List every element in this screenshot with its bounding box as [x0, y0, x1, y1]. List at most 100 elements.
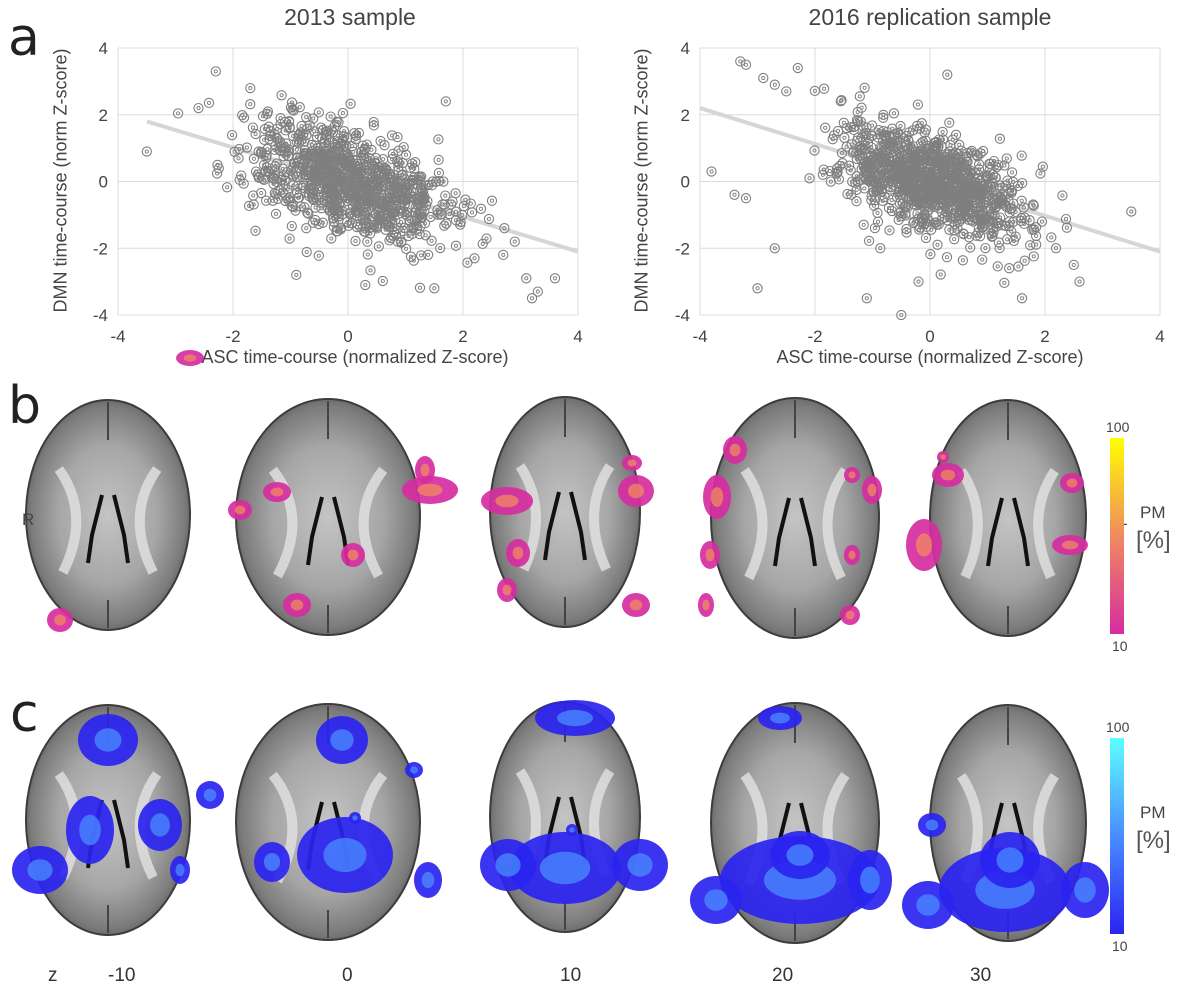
data-point	[396, 193, 408, 204]
data-point-center	[948, 143, 953, 148]
data-point	[243, 200, 255, 212]
data-point	[286, 97, 298, 108]
data-point	[258, 159, 270, 171]
data-point-center	[943, 178, 948, 183]
data-point	[962, 171, 973, 183]
activation-cluster-core	[234, 505, 246, 515]
data-point	[486, 195, 498, 206]
data-point	[419, 191, 430, 202]
data-point-center	[340, 111, 345, 116]
data-points	[141, 66, 561, 304]
data-point	[897, 153, 908, 164]
x-tick-label: 2	[1040, 327, 1049, 346]
data-point-center	[996, 163, 1001, 168]
data-point-center	[1038, 171, 1043, 176]
data-point-center	[927, 178, 933, 183]
data-point-center	[887, 228, 892, 233]
data-point-center	[858, 177, 863, 182]
data-point-center	[968, 245, 973, 250]
data-point-center	[265, 109, 270, 114]
data-point-center	[281, 154, 286, 159]
data-point	[846, 189, 857, 200]
data-point	[526, 293, 538, 304]
data-point-center	[857, 94, 862, 99]
data-point-center	[465, 260, 470, 265]
data-point-center	[353, 238, 358, 244]
data-point-center	[524, 276, 529, 281]
data-point-center	[870, 157, 875, 162]
data-point-center	[820, 172, 825, 177]
data-point-center	[289, 203, 294, 209]
data-point	[900, 185, 911, 196]
data-point	[450, 188, 461, 199]
data-point	[299, 202, 310, 213]
data-point-center	[317, 186, 322, 192]
data-point	[831, 163, 843, 174]
data-point-center	[316, 253, 321, 258]
data-point	[359, 149, 370, 160]
data-point-center	[365, 252, 370, 257]
data-point-center	[316, 110, 321, 115]
data-point	[376, 172, 388, 183]
data-point-center	[355, 214, 360, 219]
data-point	[987, 230, 998, 242]
data-point	[416, 171, 427, 182]
brain-slice-c-5	[902, 704, 1109, 942]
data-point-center	[436, 137, 441, 142]
data-point	[245, 99, 256, 110]
data-point	[410, 194, 421, 206]
data-point	[1024, 215, 1035, 226]
data-point	[466, 207, 478, 218]
data-point	[878, 130, 890, 141]
data-point-center	[1031, 254, 1036, 259]
data-point-center	[948, 187, 953, 192]
data-point-center	[933, 198, 938, 203]
data-point	[365, 228, 376, 239]
data-point	[386, 130, 398, 141]
activation-cluster-core	[79, 814, 101, 846]
data-point-center	[919, 141, 924, 146]
activation-cluster-core	[183, 354, 197, 362]
data-point-center	[935, 242, 940, 247]
data-point	[938, 155, 949, 167]
data-point-center	[983, 173, 988, 178]
data-point	[250, 166, 262, 177]
data-point-center	[392, 230, 397, 235]
data-point-center	[869, 133, 874, 139]
data-point	[942, 69, 953, 80]
data-point-center	[302, 205, 307, 210]
data-point	[377, 275, 388, 287]
data-point-center	[891, 170, 896, 175]
y-tick-label: -4	[675, 306, 690, 325]
data-point	[918, 213, 929, 225]
data-point-center	[911, 128, 916, 133]
data-point	[253, 172, 265, 183]
data-point	[990, 172, 1001, 183]
data-point-center	[312, 153, 317, 158]
data-point	[275, 138, 286, 149]
data-point-center	[993, 206, 998, 211]
x-axis-label-2016: ASC time-course (normalized Z-score)	[776, 347, 1084, 367]
data-point-center	[346, 223, 351, 228]
data-point-center	[383, 166, 388, 171]
data-point	[986, 181, 997, 193]
data-point-center	[368, 231, 373, 236]
activation-cluster-core	[323, 837, 367, 873]
data-point-center	[469, 210, 475, 215]
data-point	[414, 282, 426, 293]
data-point-center	[388, 236, 393, 241]
data-point	[392, 236, 403, 247]
data-point	[991, 190, 1002, 201]
activation-cluster-core	[420, 463, 430, 477]
data-point-center	[268, 133, 273, 139]
x-axis-label-2013: ASC time-course (normalized Z-score)	[201, 347, 509, 367]
data-point-center	[982, 188, 988, 193]
data-point	[354, 205, 365, 217]
data-point	[878, 109, 889, 121]
x-tick-label: 0	[343, 327, 352, 346]
data-point-center	[996, 240, 1001, 245]
data-point-center	[383, 227, 388, 232]
data-point-center	[259, 190, 264, 196]
data-point-center	[375, 206, 380, 212]
data-point-center	[319, 206, 324, 211]
